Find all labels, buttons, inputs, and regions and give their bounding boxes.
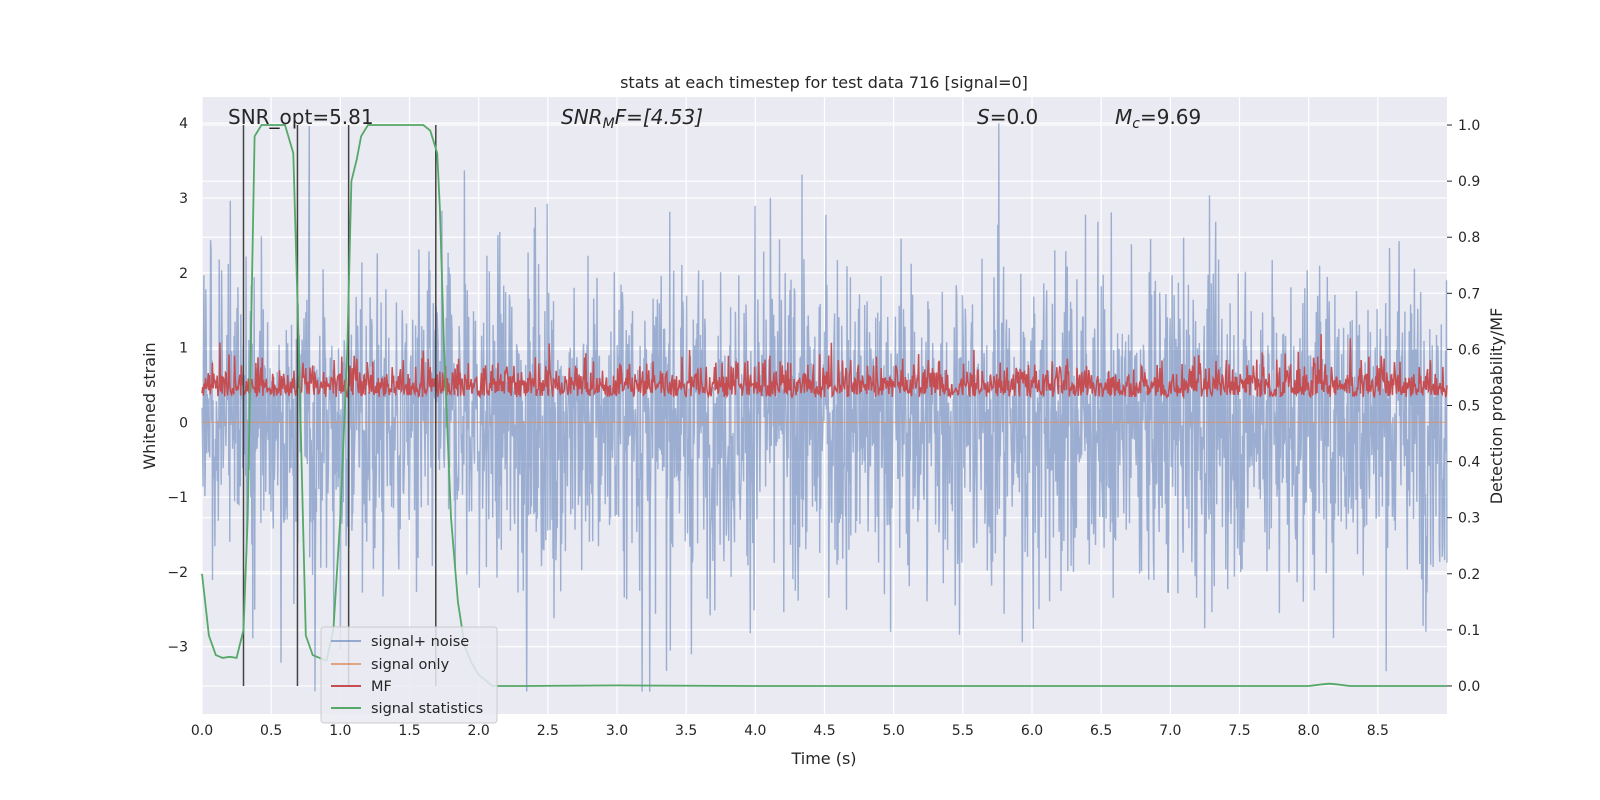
x-tick-label: 5.5 [952, 723, 974, 739]
x-tick-label: 7.5 [1228, 723, 1250, 739]
x-tick-label: 3.0 [606, 723, 628, 739]
annotation-snr-mf-main: SNR [561, 105, 603, 129]
mf-series [201, 334, 1448, 400]
annotation-mc-rest: =9.69 [1140, 105, 1201, 129]
y-tick-label-left: −2 [167, 565, 188, 581]
x-tick-label: 2.0 [468, 723, 490, 739]
annotation-snr-mf-sub: M [603, 116, 615, 132]
mf-line [201, 334, 1448, 400]
chart-title: stats at each timestep for test data 716… [620, 73, 1028, 92]
y-tick-label-left: 1 [179, 341, 188, 357]
x-tick-label: 1.5 [398, 723, 420, 739]
signal-noise-series [201, 123, 1448, 692]
legend-label-signal-only: signal only [371, 657, 450, 673]
x-tick-label: 2.5 [537, 723, 559, 739]
annotation-mc-sub: c [1132, 116, 1140, 132]
y-tick-label-left: 4 [179, 116, 188, 132]
y-tick-label-right: 0.0 [1458, 679, 1480, 695]
x-tick-label: 8.5 [1367, 723, 1389, 739]
x-tick-label: 3.5 [675, 723, 697, 739]
y-tick-label-right: 0.5 [1458, 399, 1480, 415]
tick-labels: 0.0 0.5 1.0 1.5 2.0 2.5 3.0 3.5 4.0 4.5 5.0 5.5 6.0 6… [167, 116, 1480, 739]
y-tick-label-left: 0 [179, 415, 188, 431]
annotation-snr-mf-rest: F=[4.53] [615, 105, 703, 129]
annotation-s: S=0.0 [977, 105, 1038, 129]
y-axis-label-right: Detection probability/MF [1487, 308, 1506, 505]
legend-label-signal-noise: signal+ noise [371, 634, 469, 650]
annotation-s-rest: =0.0 [990, 105, 1039, 129]
x-tick-label: 0.0 [191, 723, 213, 739]
x-tick-label: 4.0 [744, 723, 766, 739]
x-tick-label: 1.0 [329, 723, 351, 739]
y-axis-label-left: Whitened strain [140, 342, 159, 469]
annotation-snr-mf: SNRMF=[4.53] [561, 105, 703, 132]
x-tick-label: 6.0 [1021, 723, 1043, 739]
x-tick-label: 0.5 [260, 723, 282, 739]
annotation-mc: Mc=9.69 [1115, 105, 1201, 132]
x-tick-label: 6.5 [1090, 723, 1112, 739]
annotation-s-main: S [977, 105, 990, 129]
y-tick-label-right: 0.4 [1458, 455, 1480, 471]
y-tick-label-right: 0.2 [1458, 567, 1480, 583]
y-tick-label-left: −3 [167, 640, 188, 656]
signal-statistics-line [201, 124, 1447, 687]
y-tick-label-right: 0.1 [1458, 623, 1480, 639]
x-tick-label: 4.5 [813, 723, 835, 739]
y-tick-label-left: 2 [179, 266, 188, 282]
annotation-mc-main: M [1115, 105, 1132, 129]
annotation-snr-opt: SNR_opt=5.81 [228, 105, 374, 129]
signal-statistics-series [201, 124, 1447, 687]
legend-box [320, 626, 498, 724]
y-tick-label-right: 0.3 [1458, 511, 1480, 527]
legend: signal+ noise signal only MF signal stat… [320, 626, 498, 724]
vertical-markers [242, 125, 437, 686]
legend-label-signal-statistics: signal statistics [371, 701, 483, 717]
x-tick-label: 5.0 [883, 723, 905, 739]
y-tick-label-right: 0.8 [1458, 230, 1480, 246]
x-axis-label: Time (s) [790, 749, 856, 768]
y-tick-label-right: 0.9 [1458, 174, 1480, 190]
legend-label-mf: MF [371, 679, 392, 695]
y-tick-label-right: 0.7 [1458, 286, 1480, 302]
y-tick-label-right: 0.6 [1458, 342, 1480, 358]
x-tick-label: 7.0 [1159, 723, 1181, 739]
y-tick-label-left: −1 [167, 490, 188, 506]
y-tick-label-right: 1.0 [1458, 118, 1480, 134]
signal-noise-line [201, 123, 1448, 692]
y-tick-label-left: 3 [179, 191, 188, 207]
x-tick-label: 8.0 [1298, 723, 1320, 739]
